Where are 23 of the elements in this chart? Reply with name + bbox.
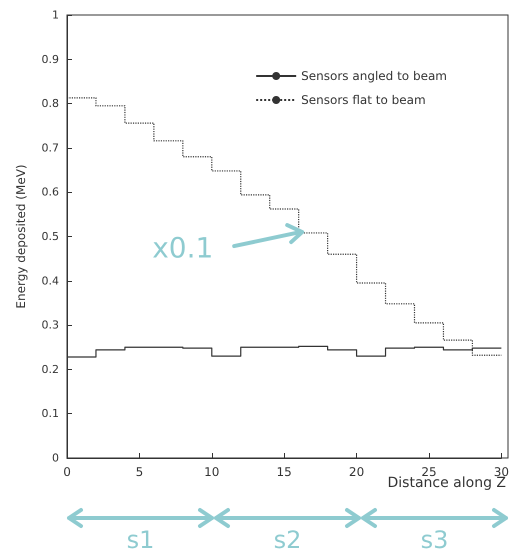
y-tick-label: 0.2 xyxy=(42,362,59,376)
y-axis-title: Energy deposited (MeV) xyxy=(14,164,28,309)
y-tick-label: 0.8 xyxy=(42,97,59,110)
text: s1 xyxy=(126,526,154,554)
y-tick-label: 0.3 xyxy=(42,318,59,332)
x-tick-label: 15 xyxy=(276,465,292,479)
x-tick-label: 10 xyxy=(204,465,220,479)
y-tick-label: 0.5 xyxy=(42,230,59,243)
y-tick-label: 1 xyxy=(52,8,59,22)
annotation: x0.1 xyxy=(152,232,214,265)
y-tick-label: 0.9 xyxy=(42,52,59,66)
x-tick-label: 5 xyxy=(136,465,144,479)
y-tick-label: 0.6 xyxy=(42,186,59,199)
text: s3 xyxy=(420,526,448,554)
x-tick-label: 20 xyxy=(348,465,364,479)
y-tick-label: 0.7 xyxy=(42,141,59,154)
y-tick-label: 0 xyxy=(52,452,59,464)
y-tick-label: 0.1 xyxy=(42,407,59,420)
x-tick-label: 0 xyxy=(63,465,71,479)
legend-label: Sensors angled to beam xyxy=(301,69,447,83)
text: s2 xyxy=(274,526,302,554)
legend-label: Sensors flat to beam xyxy=(301,93,426,107)
y-tick-label: 0.4 xyxy=(42,274,59,288)
